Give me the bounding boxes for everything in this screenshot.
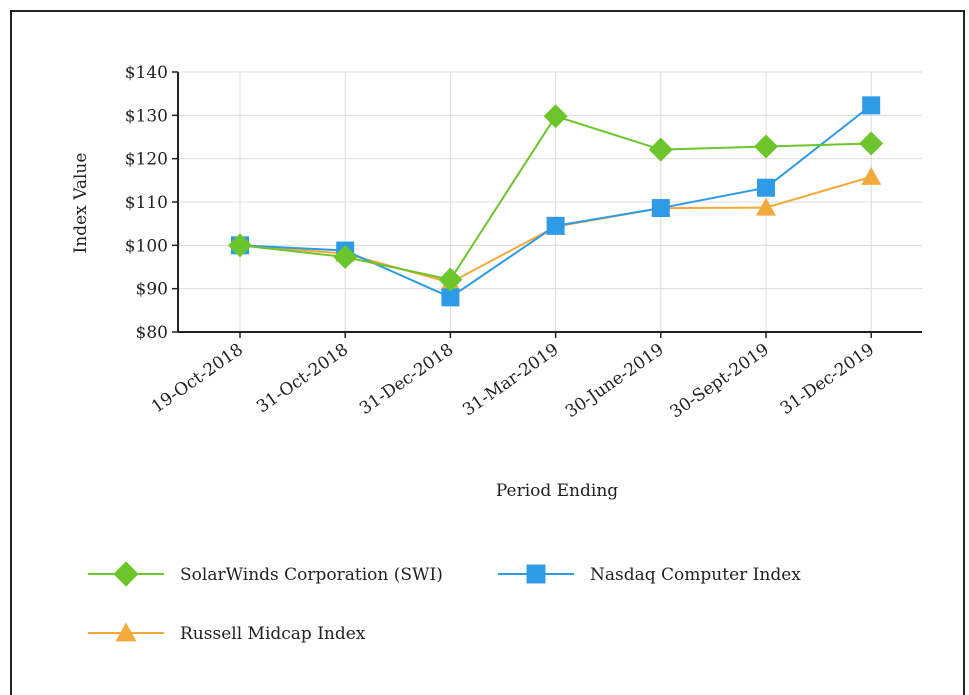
data-point-square: [757, 178, 775, 197]
data-point-diamond: [754, 134, 778, 159]
x-tick-label: 31-Dec-2019: [777, 340, 878, 419]
data-point-diamond: [648, 137, 673, 162]
legend-marker-diamond: [113, 561, 139, 587]
data-point-square: [651, 199, 670, 218]
data-point-diamond: [228, 233, 252, 258]
y-tick-label: $110: [125, 193, 168, 213]
y-tick-label: $80: [136, 323, 168, 343]
x-tick-label: 30-Sept-2019: [667, 340, 773, 423]
chart-frame: [10, 10, 965, 695]
data-point-triangle: [861, 166, 882, 185]
legend-marker-triangle: [115, 622, 137, 642]
legend-label: Nasdaq Computer Index: [590, 565, 801, 585]
x-axis-label: Period Ending: [496, 481, 618, 501]
data-point-diamond: [543, 104, 568, 129]
data-point-diamond: [438, 267, 463, 292]
legend: SolarWinds Corporation (SWI) Nasdaq Compu…: [88, 561, 801, 644]
data-point-square: [862, 96, 881, 115]
axes: [172, 71, 922, 338]
data-point-square: [441, 288, 460, 307]
y-tick-label: $130: [125, 106, 168, 126]
x-tick-label: 19-Oct-2018: [148, 340, 247, 418]
legend-label: SolarWinds Corporation (SWI): [180, 565, 443, 585]
x-tick-labels: 19-Oct-2018 31-Oct-2018 31-Dec-2018 31-Mar-…: [148, 340, 878, 423]
x-tick-label: 31-Mar-2019: [459, 340, 562, 421]
y-tick-label: $120: [125, 150, 168, 170]
y-tick-labels: $80 $90 $100 $110 $120 $130 $140: [125, 63, 168, 343]
x-tick-label: 30-June-2019: [562, 340, 668, 422]
data-point-diamond: [859, 131, 884, 156]
data-point-square: [546, 216, 565, 235]
x-tick-label: 31-Oct-2018: [253, 340, 352, 418]
y-tick-label: $90: [136, 280, 168, 300]
y-tick-label: $140: [125, 63, 168, 83]
legend-label: Russell Midcap Index: [180, 624, 366, 644]
y-axis-label: Index Value: [71, 153, 91, 254]
data-point-triangle: [756, 197, 776, 216]
legend-marker-square: [526, 564, 546, 584]
series-layer: [228, 96, 884, 307]
y-tick-label: $100: [125, 236, 168, 256]
x-tick-label: 31-Dec-2018: [356, 340, 457, 419]
data-point-diamond: [333, 245, 358, 270]
